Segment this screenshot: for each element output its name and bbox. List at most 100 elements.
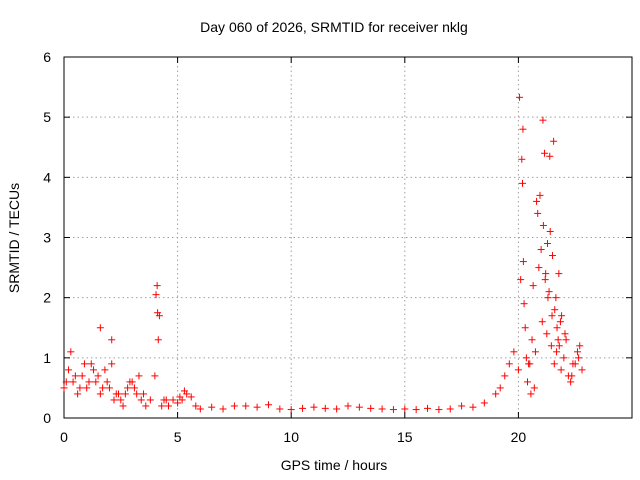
data-point	[187, 393, 195, 401]
data-point	[121, 390, 129, 398]
ticks: 0 5 10 15 20 0 1 2 3 4 5 6	[43, 49, 632, 445]
data-point	[87, 360, 95, 368]
data-point	[546, 152, 554, 160]
data-point	[67, 348, 75, 356]
data-point	[534, 209, 542, 217]
data-point	[550, 360, 558, 368]
data-point	[389, 406, 397, 414]
y-axis-label: SRMTID / TECUs	[6, 183, 22, 293]
data-point	[536, 191, 544, 199]
data-point	[537, 246, 545, 254]
data-point	[355, 403, 363, 411]
data-point	[126, 378, 134, 386]
data-point	[108, 336, 116, 344]
data-point	[505, 360, 513, 368]
data-point	[169, 396, 177, 404]
data-point	[230, 402, 238, 410]
data-point	[321, 404, 329, 412]
data-point	[165, 402, 173, 410]
x-tick-label: 10	[283, 429, 299, 445]
y-tick-label: 5	[43, 109, 51, 125]
x-tick-label: 15	[397, 429, 413, 445]
data-point	[276, 405, 284, 413]
data-point	[412, 406, 420, 414]
data-point	[546, 227, 554, 235]
data-point	[71, 372, 79, 380]
data-point	[310, 403, 318, 411]
data-point	[174, 399, 182, 407]
data-point	[96, 390, 104, 398]
data-point	[108, 360, 116, 368]
y-tick-label: 0	[43, 410, 51, 426]
data-point	[458, 402, 466, 410]
data-point	[78, 372, 86, 380]
data-point	[561, 330, 569, 338]
data-point	[519, 258, 527, 266]
data-point	[287, 406, 295, 414]
chart-title: Day 060 of 2026, SRMTID for receiver nkl…	[200, 19, 468, 35]
data-point	[554, 336, 562, 344]
data-point	[533, 197, 541, 205]
data-point	[568, 372, 576, 380]
data-point	[162, 396, 170, 404]
data-point	[253, 403, 261, 411]
y-tick-label: 4	[43, 169, 51, 185]
x-tick-label: 20	[511, 429, 527, 445]
data-point	[333, 405, 341, 413]
data-point	[158, 402, 166, 410]
data-point	[516, 93, 524, 101]
y-tick-label: 3	[43, 230, 51, 246]
data-point	[555, 270, 563, 278]
data-point	[154, 309, 162, 317]
data-point	[299, 404, 307, 412]
data-point	[112, 390, 120, 398]
data-point	[525, 360, 533, 368]
grid	[64, 57, 632, 418]
data-point	[99, 384, 107, 392]
data-point	[567, 378, 575, 386]
data-point	[196, 405, 204, 413]
data-point	[140, 390, 148, 398]
data-point	[538, 318, 546, 326]
data-point	[378, 405, 386, 413]
y-tick-label: 1	[43, 350, 51, 366]
data-point	[571, 360, 579, 368]
data-point	[523, 378, 531, 386]
data-point	[446, 405, 454, 413]
data-point	[133, 390, 141, 398]
data-point	[510, 348, 518, 356]
data-point	[527, 390, 535, 398]
data-point	[557, 366, 565, 374]
data-point	[555, 342, 563, 350]
data-point	[553, 348, 561, 356]
y-tick-label: 6	[43, 49, 51, 65]
y-tick-label: 2	[43, 290, 51, 306]
data-point	[545, 288, 553, 296]
data-point	[264, 401, 272, 409]
x-tick-label: 0	[60, 429, 68, 445]
data-point	[62, 378, 70, 386]
data-point	[180, 387, 188, 395]
data-point	[520, 300, 528, 308]
data-point	[176, 393, 184, 401]
x-tick-label: 5	[174, 429, 182, 445]
data-point	[424, 404, 432, 412]
data-point	[522, 354, 530, 362]
data-point	[146, 396, 154, 404]
data-point	[544, 294, 552, 302]
data-point	[578, 366, 586, 374]
data-point	[535, 264, 543, 272]
data-point	[560, 354, 568, 362]
data-point	[152, 291, 160, 299]
data-point	[96, 324, 104, 332]
data-point	[575, 354, 583, 362]
data-point	[60, 384, 68, 392]
data-point	[117, 396, 125, 404]
data-point	[552, 294, 560, 302]
data-point	[76, 384, 84, 392]
data-point	[558, 312, 566, 320]
data-point	[519, 125, 527, 133]
data-point	[80, 360, 88, 368]
